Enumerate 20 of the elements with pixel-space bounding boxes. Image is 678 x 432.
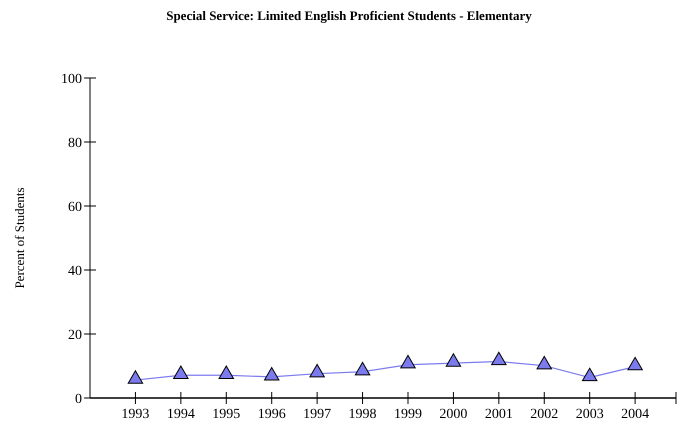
x-tick-label: 1998	[348, 407, 377, 422]
y-tick-label: 60	[68, 200, 82, 215]
x-tick-label: 2004	[621, 407, 650, 422]
x-tick-label: 1996	[258, 407, 286, 422]
x-tick-label: 2002	[530, 407, 558, 422]
x-tick-label: 1994	[166, 407, 195, 422]
y-tick-label: 80	[68, 136, 82, 151]
y-axis-title: Percent of Students	[12, 187, 27, 289]
chart-title: Special Service: Limited English Proficient Students - Elementary	[166, 8, 532, 23]
x-tick-label: 2000	[439, 407, 468, 422]
y-tick-label: 100	[61, 72, 82, 87]
x-tick-label: 1997	[303, 407, 332, 422]
y-tick-label: 40	[68, 264, 82, 279]
x-tick-label: 1995	[212, 407, 240, 422]
y-tick-label: 20	[68, 328, 82, 343]
y-tick-label: 0	[75, 392, 82, 407]
x-tick-label: 2001	[484, 407, 513, 422]
x-tick-label: 1999	[394, 407, 422, 422]
x-tick-label: 1993	[121, 407, 150, 422]
x-tick-label: 2003	[576, 407, 604, 422]
